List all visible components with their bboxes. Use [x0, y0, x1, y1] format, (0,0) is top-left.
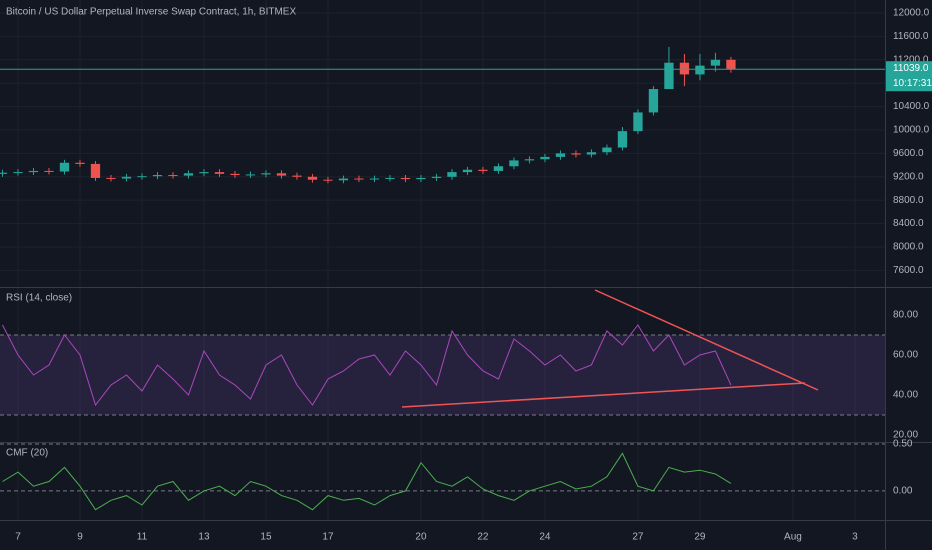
candle-body [462, 169, 473, 173]
candle-body [431, 176, 442, 178]
x-tick-label: 22 [477, 532, 489, 543]
candle-body [59, 162, 70, 172]
candle-body [323, 179, 333, 181]
candle-body [0, 172, 8, 174]
candle-body [338, 178, 349, 181]
y-tick-label: 7600.0 [893, 265, 924, 276]
candle-body [183, 173, 194, 176]
candle-body [75, 162, 85, 164]
candle-body [292, 175, 302, 177]
candle-body [354, 178, 364, 180]
y-tick-label: 8800.0 [893, 195, 924, 206]
y-tick-label: 9600.0 [893, 148, 924, 159]
candle-body [369, 178, 380, 180]
trend-line [401, 382, 806, 408]
candle-body [385, 177, 395, 179]
candle-body [493, 166, 504, 171]
candle-body [90, 163, 101, 178]
candle-body [137, 176, 147, 178]
candle-body [44, 170, 54, 172]
x-tick-label: 27 [632, 532, 644, 543]
y-tick-label: 11600.0 [893, 31, 929, 42]
y-tick-label: 60.00 [893, 350, 918, 361]
candle-body [710, 59, 721, 66]
chart-title: Bitcoin / US Dollar Perpetual Inverse Sw… [6, 7, 296, 18]
candle-body [524, 159, 535, 161]
candle-body [230, 173, 240, 176]
x-tick-label: 13 [198, 532, 210, 543]
candle-body [261, 173, 271, 175]
candle-body [152, 175, 163, 177]
candle-body [555, 153, 566, 157]
pane-title: RSI (14, close) [6, 293, 72, 304]
candle-body [617, 131, 628, 148]
plot-layer [0, 0, 885, 520]
candle-body [726, 59, 736, 70]
x-tick-label: Aug [784, 532, 802, 543]
y-tick-label: 80.00 [893, 310, 918, 321]
candle-body [245, 174, 256, 176]
candle-body [199, 172, 209, 174]
candle-body [695, 65, 705, 75]
candle-body [168, 175, 178, 177]
candle-body [28, 170, 39, 173]
candle-body [648, 89, 659, 113]
candle-body [13, 172, 23, 174]
candle-body [214, 172, 225, 174]
candle-body [478, 169, 488, 171]
last-price-label: 11039.0 [893, 63, 929, 74]
candle-body [602, 147, 612, 153]
x-tick-label: 29 [694, 532, 706, 543]
y-tick-label: 10000.0 [893, 125, 930, 136]
candle-body [106, 177, 116, 179]
x-tick-label: 3 [852, 532, 858, 543]
rsi-band-fill [0, 335, 885, 415]
candle-body [416, 177, 426, 180]
x-tick-label: 11 [137, 532, 148, 543]
y-tick-label: 0.00 [893, 486, 913, 497]
trend-line [594, 289, 819, 391]
x-tick-label: 9 [77, 532, 83, 543]
x-tick-label: 7 [15, 532, 21, 543]
y-tick-label: 8000.0 [893, 242, 924, 253]
candle-body [586, 152, 597, 155]
countdown-label: 10:17:31 [893, 78, 932, 89]
candle-body [679, 62, 690, 75]
candle-body [400, 177, 411, 180]
candle-body [540, 156, 550, 160]
candle-body [664, 62, 674, 90]
y-tick-label: 8400.0 [893, 218, 924, 229]
y-tick-label: 20.00 [893, 430, 918, 441]
y-tick-label: 12000.0 [893, 8, 930, 19]
pane-title: CMF (20) [6, 448, 48, 459]
x-tick-label: 20 [415, 532, 427, 543]
candle-body [447, 172, 457, 177]
indicator-line [2, 324, 732, 407]
y-tick-label: 11200.0 [893, 54, 929, 65]
candle-body [307, 176, 318, 180]
x-tick-label: 24 [539, 532, 551, 543]
candle-body [633, 112, 643, 132]
y-tick-label: 40.00 [893, 390, 918, 401]
x-tick-label: 17 [322, 532, 334, 543]
y-tick-label: 9200.0 [893, 171, 924, 182]
candle-body [509, 160, 519, 167]
last-price-box [886, 61, 932, 92]
y-tick-label: 10400.0 [893, 101, 930, 112]
y-tick-label: 0.50 [893, 439, 913, 450]
candle-body [276, 173, 287, 176]
indicator-line [2, 452, 732, 511]
x-tick-label: 15 [260, 532, 272, 543]
candle-body [121, 176, 132, 179]
candle-body [571, 153, 581, 155]
